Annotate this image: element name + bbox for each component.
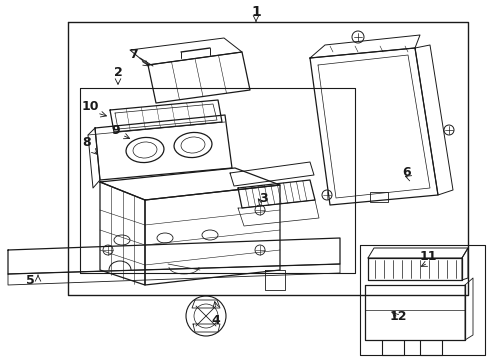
- Text: 12: 12: [388, 310, 406, 323]
- Text: 5: 5: [25, 274, 34, 287]
- Text: 7: 7: [129, 49, 138, 62]
- Text: 1: 1: [251, 5, 260, 19]
- Text: 9: 9: [111, 123, 120, 136]
- Text: 6: 6: [402, 166, 410, 180]
- Text: 3: 3: [258, 192, 267, 204]
- Text: 11: 11: [418, 249, 436, 262]
- Text: 8: 8: [82, 136, 91, 149]
- Text: 10: 10: [81, 100, 99, 113]
- Text: 4: 4: [211, 314, 220, 327]
- Text: 2: 2: [113, 66, 122, 78]
